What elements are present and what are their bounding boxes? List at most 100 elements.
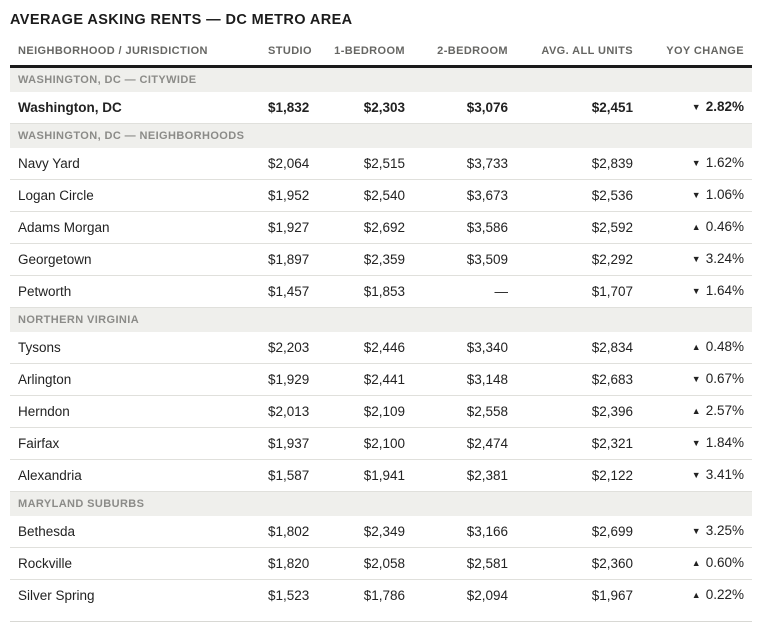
- trend-up-icon: ▲: [691, 406, 701, 416]
- yoy-change-cell: ▼ 0.67%: [641, 363, 752, 396]
- trend-up-icon: ▲: [691, 590, 701, 600]
- yoy-value: 0.22%: [705, 587, 744, 602]
- trend-down-icon: ▼: [691, 102, 701, 112]
- yoy-change-cell: ▲ 0.48%: [641, 332, 752, 364]
- section-label: MARYLAND SUBURBS: [10, 491, 752, 516]
- rent-cell: $3,733: [413, 148, 516, 180]
- trend-up-icon: ▲: [691, 558, 701, 568]
- column-header-row: NEIGHBORHOOD / JURISDICTION STUDIO 1-BEDRO…: [10, 36, 752, 68]
- table-row-adams-morgan: Adams Morgan $1,927 $2,692 $3,586 $2,592 ▲ 0.4…: [10, 211, 752, 244]
- rent-cell: $2,834: [516, 332, 641, 364]
- rents-widget: AVERAGE ASKING RENTS — DC METRO AREA NEI…: [10, 10, 752, 622]
- rent-cell: $2,441: [313, 363, 413, 396]
- rent-cell: $3,148: [413, 363, 516, 396]
- yoy-value: 1.64%: [705, 283, 744, 298]
- table-row-logan-circle: Logan Circle $1,952 $2,540 $3,673 $2,536 ▼ 1.0…: [10, 179, 752, 212]
- column-header-neighborhood-jurisdiction: NEIGHBORHOOD / JURISDICTION: [10, 36, 260, 68]
- table-row-tysons: Tysons $2,203 $2,446 $3,340 $2,834 ▲ 0.48%: [10, 332, 752, 364]
- table-row-arlington: Arlington $1,929 $2,441 $3,148 $2,683 ▼ 0.67%: [10, 363, 752, 396]
- yoy-value: 1.62%: [705, 155, 744, 170]
- column-header-2-bedroom: 2-BEDROOM: [413, 36, 516, 68]
- section-label: WASHINGTON, DC — CITYWIDE: [10, 66, 752, 92]
- rent-cell: $3,076: [413, 92, 516, 124]
- rent-cell: $3,340: [413, 332, 516, 364]
- neighborhood-cell: Logan Circle: [10, 179, 260, 212]
- trend-up-icon: ▲: [691, 222, 701, 232]
- rent-cell: $2,349: [313, 516, 413, 548]
- rent-cell: $2,536: [516, 179, 641, 212]
- rent-cell: $2,058: [313, 547, 413, 580]
- yoy-change-cell: ▲ 0.46%: [641, 211, 752, 244]
- trend-down-icon: ▼: [691, 470, 701, 480]
- yoy-change-cell: ▼ 3.41%: [641, 459, 752, 492]
- rent-cell: $2,359: [313, 243, 413, 276]
- section-header-maryland-suburbs: MARYLAND SUBURBS: [10, 491, 752, 516]
- table-row-georgetown: Georgetown $1,897 $2,359 $3,509 $2,292 ▼ 3.24%: [10, 243, 752, 276]
- rent-cell: $2,581: [413, 547, 516, 580]
- rent-cell: $1,941: [313, 459, 413, 492]
- rent-cell: $2,109: [313, 395, 413, 428]
- rent-cell: $2,396: [516, 395, 641, 428]
- yoy-change-cell: ▼ 1.62%: [641, 148, 752, 180]
- table-row-silver-spring: Silver Spring $1,523 $1,786 $2,094 $1,967 ▲ 0.…: [10, 580, 752, 612]
- section-header-northern-virginia: NORTHERN VIRGINIA: [10, 307, 752, 332]
- rent-cell: —: [413, 275, 516, 308]
- column-header-yoy-change: YOY CHANGE: [641, 36, 752, 68]
- rent-cell: $1,832: [260, 92, 313, 124]
- rents-table: NEIGHBORHOOD / JURISDICTION STUDIO 1-BEDRO…: [10, 36, 752, 611]
- yoy-value: 3.25%: [705, 523, 744, 538]
- neighborhood-cell: Fairfax: [10, 427, 260, 460]
- table-row-petworth: Petworth $1,457 $1,853— $1,707 ▼ 1.64%: [10, 275, 752, 308]
- table-row-bethesda: Bethesda $1,802 $2,349 $3,166 $2,699 ▼ 3.25%: [10, 516, 752, 548]
- section-header-washington-dc-neighborhoods: WASHINGTON, DC — NEIGHBORHOODS: [10, 123, 752, 148]
- yoy-change-cell: ▼ 3.24%: [641, 243, 752, 276]
- yoy-change-cell: ▼ 1.84%: [641, 427, 752, 460]
- rent-cell: $2,692: [313, 211, 413, 244]
- rent-cell: $1,897: [260, 243, 313, 276]
- trend-down-icon: ▼: [691, 374, 701, 384]
- yoy-value: 0.48%: [705, 339, 744, 354]
- rent-cell: $2,013: [260, 395, 313, 428]
- rent-cell: $2,515: [313, 148, 413, 180]
- trend-down-icon: ▼: [691, 158, 701, 168]
- rent-cell: $2,683: [516, 363, 641, 396]
- rent-cell: $2,451: [516, 92, 641, 124]
- rent-cell: $2,100: [313, 427, 413, 460]
- rent-cell: $2,381: [413, 459, 516, 492]
- trend-down-icon: ▼: [691, 254, 701, 264]
- rent-cell: $1,937: [260, 427, 313, 460]
- rent-cell: $2,064: [260, 148, 313, 180]
- column-header-avg-all-units: AVG. ALL UNITS: [516, 36, 641, 68]
- rent-cell: $1,786: [363, 587, 405, 603]
- rent-cell: $2,474: [413, 427, 516, 460]
- rent-cell: $2,094: [466, 587, 508, 603]
- table-row-herndon: Herndon $2,013 $2,109 $2,558 $2,396 ▲ 2.57%: [10, 395, 752, 428]
- section-header-washington-dc-citywide: WASHINGTON, DC — CITYWIDE: [10, 66, 752, 92]
- yoy-change-cell: ▼ 1.06%: [641, 179, 752, 212]
- rent-cell: $1,967: [591, 587, 633, 603]
- rent-cell: $2,203: [260, 332, 313, 364]
- rent-cell: $1,457: [260, 275, 313, 308]
- bottom-divider: [10, 611, 752, 622]
- neighborhood-cell: Arlington: [10, 363, 260, 396]
- trend-down-icon: ▼: [691, 190, 701, 200]
- neighborhood-cell: Bethesda: [10, 516, 260, 548]
- yoy-change-cell: ▲ 0.60%: [641, 547, 752, 580]
- rent-cell: $2,122: [516, 459, 641, 492]
- yoy-value: 0.46%: [705, 219, 744, 234]
- rent-cell: $2,558: [413, 395, 516, 428]
- table-row-washington-dc: Washington, DC $1,832 $2,303 $3,076 $2,451 ▼ 2…: [10, 92, 752, 124]
- rent-cell: $1,523: [268, 587, 310, 603]
- neighborhood-cell: Herndon: [10, 395, 260, 428]
- trend-down-icon: ▼: [691, 438, 701, 448]
- yoy-change-cell: ▲ 2.57%: [641, 395, 752, 428]
- rent-cell: $1,587: [260, 459, 313, 492]
- yoy-value: 3.41%: [705, 467, 744, 482]
- neighborhood-cell: Rockville: [10, 547, 260, 580]
- neighborhood-cell: Adams Morgan: [10, 211, 260, 244]
- yoy-change-cell: ▼ 3.25%: [641, 516, 752, 548]
- neighborhood-cell: Petworth: [10, 275, 260, 308]
- rent-cell: $1,820: [260, 547, 313, 580]
- yoy-value: 0.60%: [705, 555, 744, 570]
- rent-cell: $1,927: [260, 211, 313, 244]
